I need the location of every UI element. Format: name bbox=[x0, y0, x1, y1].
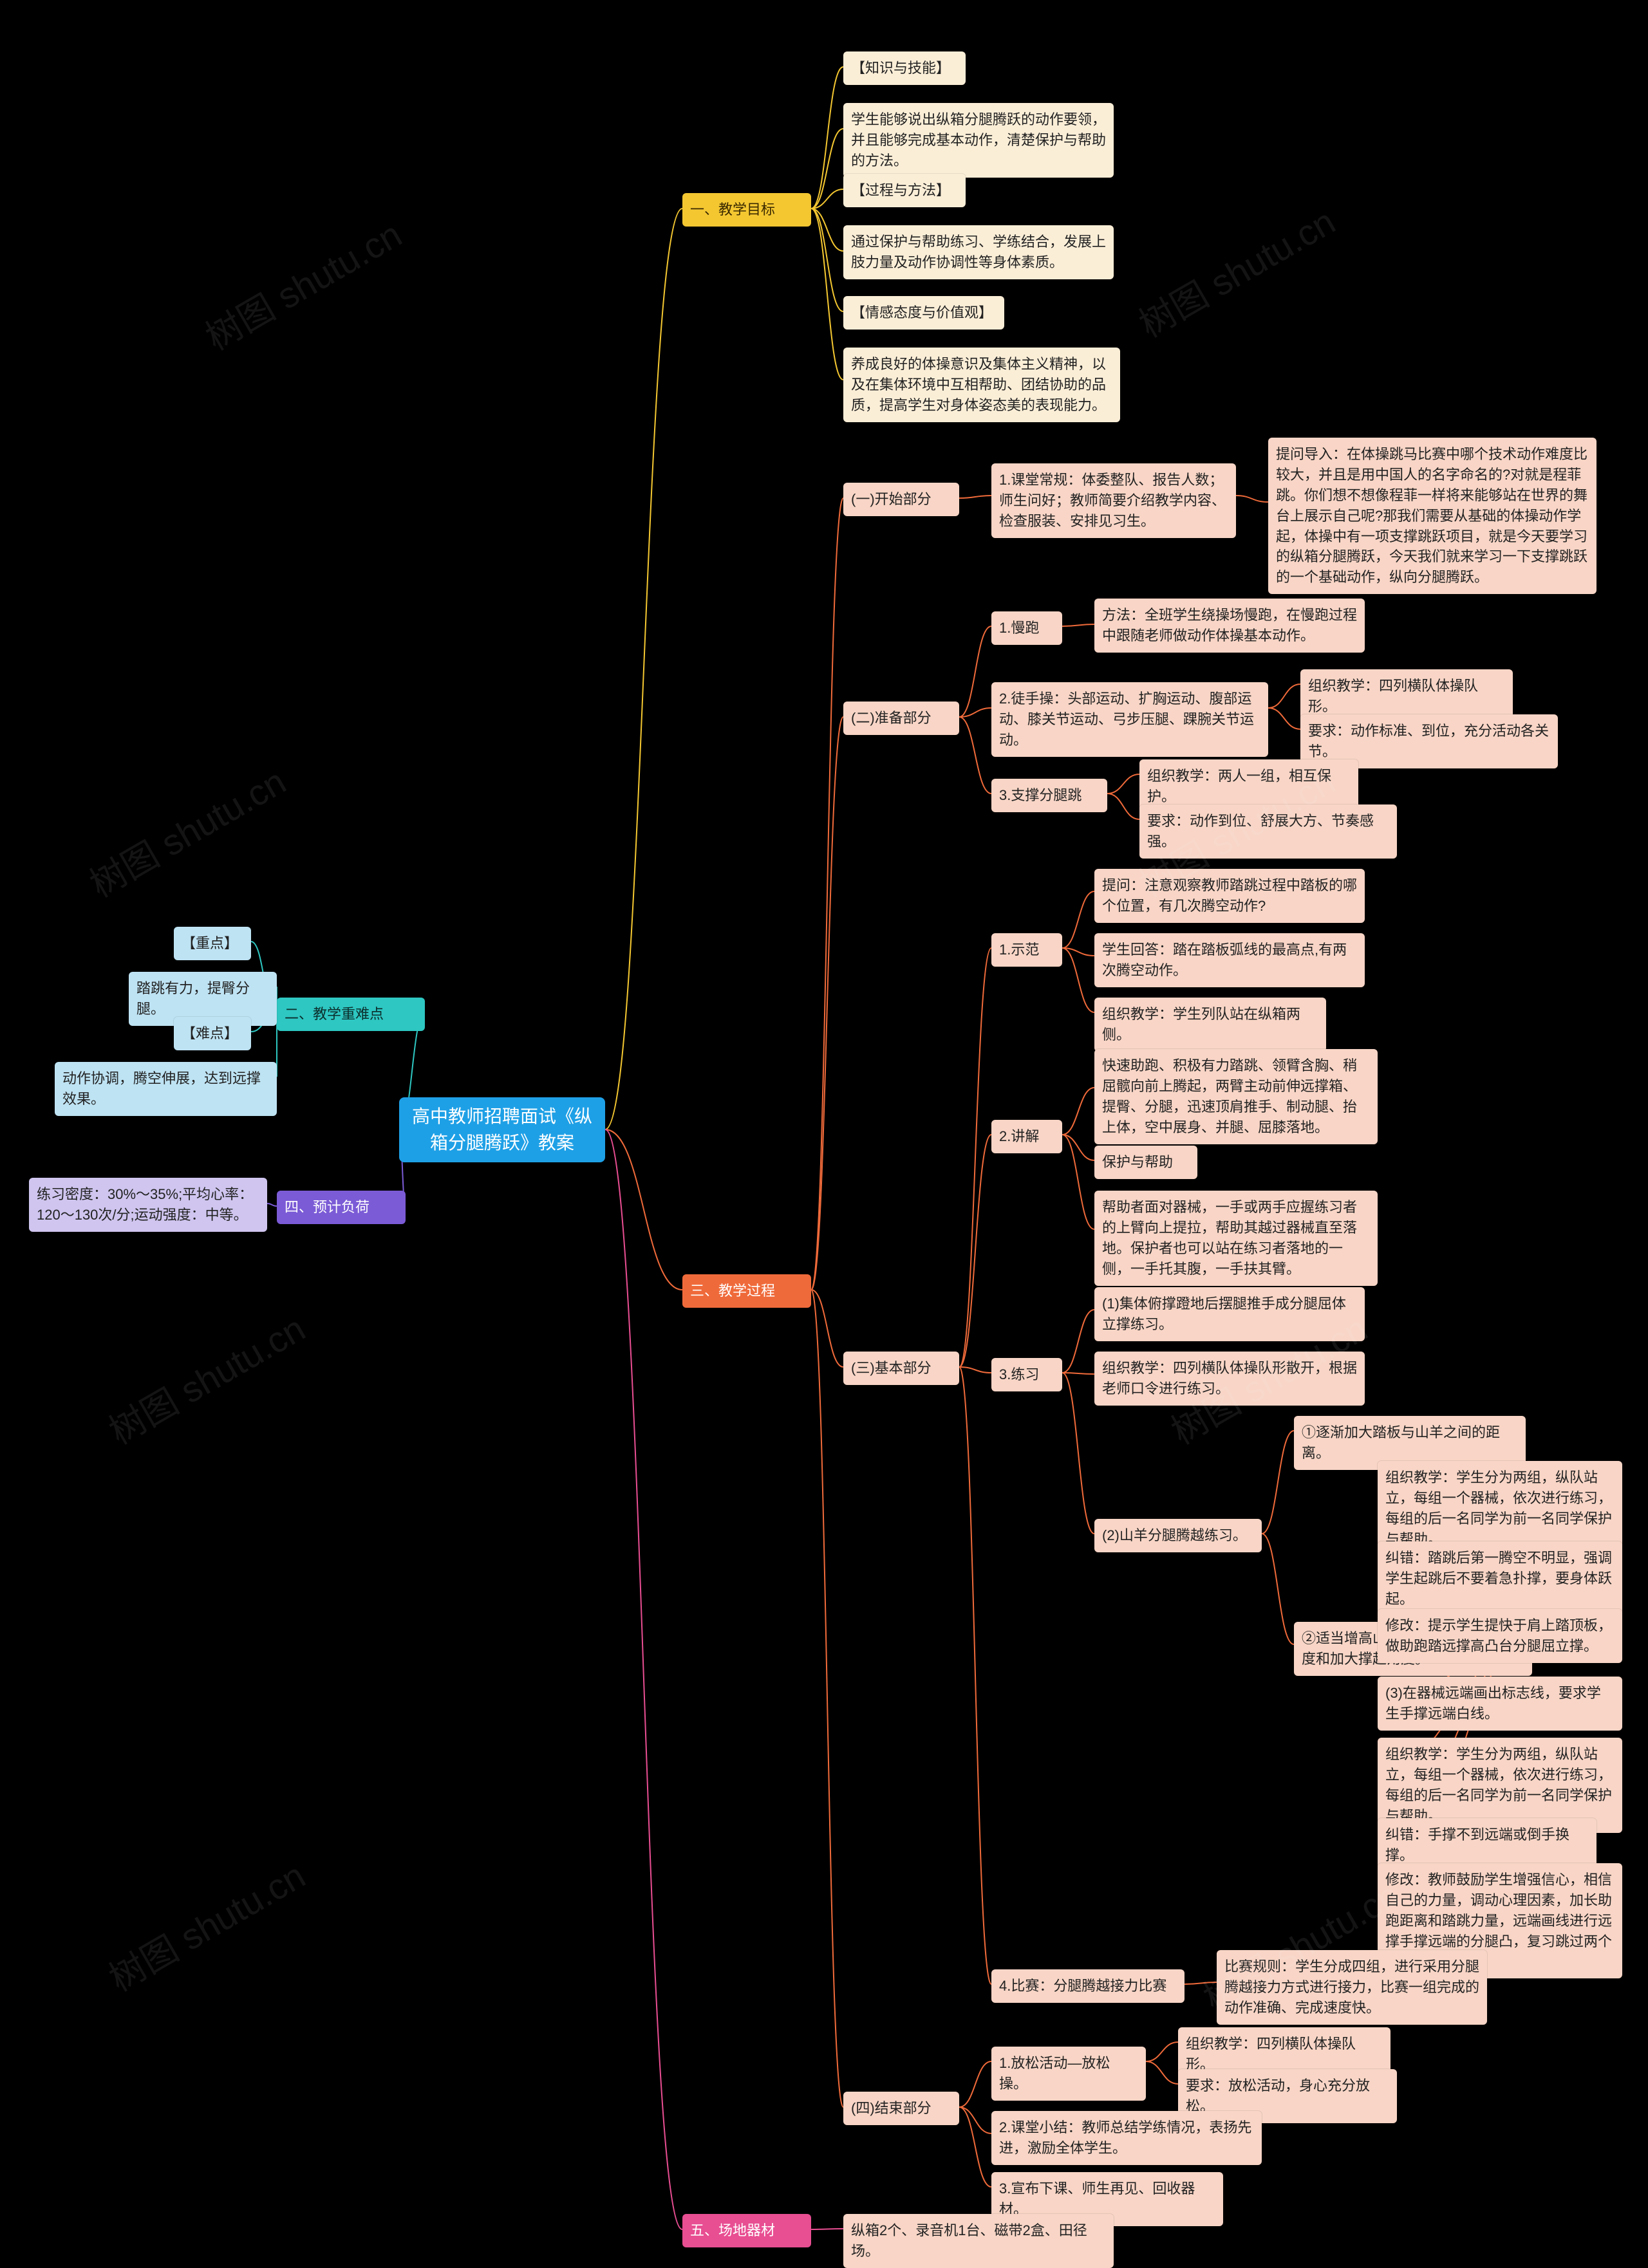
b3s1: (一)开始部分 bbox=[843, 483, 959, 516]
b3s3c2: 组织教学：四列横队体操队形散开，根据老师口令进行练习。 bbox=[1094, 1352, 1365, 1406]
b3s3b2: 保护与帮助 bbox=[1094, 1146, 1197, 1179]
b3s3d1: 比赛规则：学生分成四组，进行采用分腿腾越接力方式进行接力，比赛一组完成的动作准确… bbox=[1217, 1950, 1487, 2025]
b3s1a1: 提问导入：在体操跳马比赛中哪个技术动作难度比较大，并且是用中国人的名字命名的?对… bbox=[1268, 438, 1596, 594]
b4: 四、预计负荷 bbox=[277, 1191, 406, 1224]
b3s4: (四)结束部分 bbox=[843, 2092, 959, 2125]
b3s4b: 2.课堂小结：教师总结学练情况，表扬先进，激励全体学生。 bbox=[991, 2111, 1262, 2165]
b3s4a: 1.放松活动—放松操。 bbox=[991, 2047, 1146, 2101]
b3s3b3: 帮助者面对器械，一手或两手应握练习者的上臂向上提拉，帮助其越过器械直至落地。保护… bbox=[1094, 1191, 1378, 1286]
x4: (3)在器械远端画出标志线，要求学生手撑远端白线。 bbox=[1378, 1677, 1622, 1731]
b1c3: 【过程与方法】 bbox=[843, 174, 966, 207]
b3s3c: 3.练习 bbox=[991, 1358, 1062, 1391]
b3s3: (三)基本部分 bbox=[843, 1352, 959, 1385]
b3s1a: 1.课堂常规：体委整队、报告人数；师生问好；教师简要介绍教学内容、检查服装、安排… bbox=[991, 463, 1236, 538]
watermark: 树图 shutu.cn bbox=[194, 207, 409, 361]
b3s3b: 2.讲解 bbox=[991, 1120, 1062, 1153]
b3s3b1: 快速助跑、积极有力踏跳、领臂含胸、稍屈髋向前上腾起，两臂主动前伸远撑箱、提臀、分… bbox=[1094, 1049, 1378, 1144]
b5c1: 纵箱2个、录音机1台、磁带2盒、田径场。 bbox=[843, 2214, 1114, 2268]
b2c1: 【重点】 bbox=[174, 927, 251, 960]
watermark: 树图 shutu.cn bbox=[1128, 194, 1343, 348]
b3s2a1: 方法：全班学生绕操场慢跑，在慢跑过程中跟随老师做动作体操基本动作。 bbox=[1094, 599, 1365, 653]
watermark: 树图 shutu.cn bbox=[98, 1848, 313, 2002]
b3s3a1: 提问：注意观察教师踏跳过程中踏板的哪个位置，有几次腾空动作? bbox=[1094, 869, 1365, 923]
center: 高中教师招聘面试《纵箱分腿腾跃》教案 bbox=[399, 1097, 605, 1162]
b3s2a: 1.慢跑 bbox=[991, 611, 1062, 645]
b3s3a: 1.示范 bbox=[991, 933, 1062, 967]
b3s3a3: 组织教学：学生列队站在纵箱两侧。 bbox=[1094, 998, 1326, 1052]
b3s3c3: (2)山羊分腿腾越练习。 bbox=[1094, 1519, 1262, 1552]
b3s3d: 4.比赛：分腿腾越接力比赛 bbox=[991, 1969, 1184, 2003]
b5: 五、场地器材 bbox=[682, 2214, 811, 2247]
b2c4: 动作协调，腾空伸展，达到远撑效果。 bbox=[55, 1062, 277, 1116]
b1: 一、教学目标 bbox=[682, 193, 811, 227]
b3s2: (二)准备部分 bbox=[843, 702, 959, 735]
b1c6: 养成良好的体操意识及集体主义精神，以及在集体环境中互相帮助、团结协助的品质，提高… bbox=[843, 348, 1120, 422]
watermark: 树图 shutu.cn bbox=[98, 1301, 313, 1455]
b1c5: 【情感态度与价值观】 bbox=[843, 296, 1004, 330]
x2: 纠错：踏跳后第一腾空不明显，强调学生起跳后不要着急扑撑，要身体跃起。 bbox=[1378, 1541, 1622, 1616]
watermark: 树图 shutu.cn bbox=[79, 754, 294, 908]
b3s2b: 2.徒手操：头部运动、扩胸运动、腹部运动、膝关节运动、弓步压腿、踝腕关节运动。 bbox=[991, 682, 1268, 757]
b2c3: 【难点】 bbox=[174, 1017, 251, 1050]
b1c2: 学生能够说出纵箱分腿腾跃的动作要领，并且能够完成基本动作，清楚保护与帮助的方法。 bbox=[843, 103, 1114, 178]
b3: 三、教学过程 bbox=[682, 1274, 811, 1308]
b3s3c1: (1)集体俯撑蹬地后摆腿推手成分腿屈体立撑练习。 bbox=[1094, 1287, 1365, 1341]
b4c1: 练习密度：30%～35%;平均心率：120～130次/分;运动强度：中等。 bbox=[29, 1178, 267, 1232]
b1c1: 【知识与技能】 bbox=[843, 51, 966, 85]
b2: 二、教学重难点 bbox=[277, 998, 425, 1031]
x3: 修改：提示学生提快于肩上踏顶板，做助跑踏远撑高凸台分腿屈立撑。 bbox=[1378, 1609, 1622, 1663]
b3s2c2: 要求：动作到位、舒展大方、节奏感强。 bbox=[1139, 804, 1397, 859]
b3s2c: 3.支撑分腿跳 bbox=[991, 779, 1107, 812]
b1c4: 通过保护与帮助练习、学练结合，发展上肢力量及动作协调性等身体素质。 bbox=[843, 225, 1114, 279]
b3s3a2: 学生回答：踏在踏板弧线的最高点,有两次腾空动作。 bbox=[1094, 933, 1365, 987]
